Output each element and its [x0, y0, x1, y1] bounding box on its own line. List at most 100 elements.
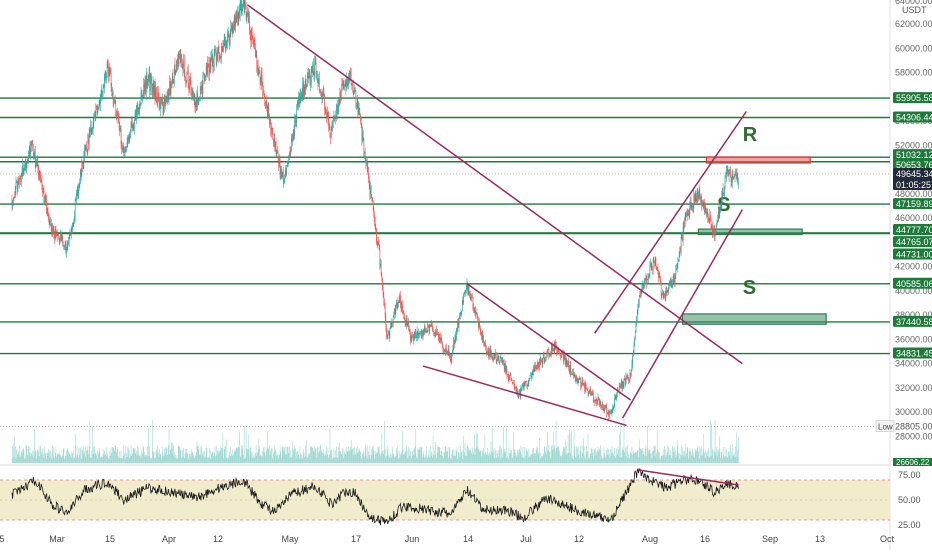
- volume-bar: [200, 446, 202, 463]
- volume-bar: [68, 453, 70, 463]
- candle-body: [295, 120, 297, 123]
- candle-body: [408, 326, 410, 331]
- volume-bar: [182, 456, 184, 463]
- volume-bar: [418, 449, 419, 463]
- volume-bar: [702, 449, 704, 463]
- volume-bar: [229, 447, 231, 463]
- volume-bar: [221, 447, 222, 463]
- candle-body: [172, 75, 174, 84]
- volume-bar: [406, 450, 408, 463]
- candle-body: [589, 391, 590, 393]
- volume-bar: [539, 458, 541, 463]
- volume-bar: [54, 452, 56, 463]
- candle-body: [391, 322, 393, 325]
- candle-body: [130, 123, 132, 132]
- volume-bar: [684, 451, 685, 463]
- candle-body: [166, 101, 167, 103]
- candle-body: [379, 249, 381, 268]
- candle-body: [712, 233, 714, 234]
- candle-body: [485, 346, 487, 353]
- candle-body: [140, 92, 142, 105]
- candle-body: [194, 95, 196, 107]
- candle-body: [246, 15, 248, 18]
- volume-bar: [29, 446, 31, 463]
- candle-body: [688, 210, 689, 216]
- volume-bar: [657, 449, 659, 463]
- candle-body: [341, 83, 343, 86]
- candle-body: [402, 305, 403, 313]
- volume-bar: [146, 454, 147, 463]
- volume-bar: [426, 458, 428, 463]
- volume-bar: [618, 449, 619, 463]
- candle-body: [521, 388, 522, 390]
- candle-body: [31, 140, 33, 145]
- candle-body: [541, 360, 543, 364]
- volume-bar: [444, 446, 446, 463]
- candle-body: [209, 64, 211, 70]
- volume-bar: [632, 454, 633, 463]
- volume-bar: [598, 451, 599, 463]
- volume-bar: [325, 454, 326, 463]
- candle-body: [505, 369, 507, 372]
- volume-bar: [510, 449, 512, 463]
- volume-bar: [19, 457, 21, 463]
- candle-body: [723, 193, 725, 196]
- volume-bar: [501, 457, 503, 463]
- volume-bar: [297, 451, 299, 463]
- candle-body: [471, 297, 472, 298]
- candle-body: [293, 129, 294, 140]
- volume-bar: [35, 451, 37, 463]
- candle-body: [342, 80, 344, 85]
- trendline: [466, 283, 632, 401]
- volume-bar: [587, 451, 588, 463]
- volume-bar: [587, 433, 589, 463]
- candle-body: [728, 175, 729, 176]
- candle-body: [572, 369, 574, 375]
- volume-bar: [432, 457, 433, 463]
- volume-bar: [470, 450, 472, 463]
- volume-bar: [283, 446, 284, 463]
- volume-bar: [376, 452, 377, 463]
- candle-body: [365, 157, 367, 164]
- candle-body: [28, 151, 29, 164]
- candle-body: [189, 78, 191, 84]
- volume-bar: [222, 432, 224, 463]
- candle-body: [686, 213, 688, 216]
- volume-bar: [595, 448, 596, 463]
- candle-body: [383, 295, 385, 302]
- candle-body: [591, 395, 592, 396]
- volume-bar: [448, 457, 449, 463]
- volume-bar: [664, 445, 665, 463]
- candle-body: [51, 227, 53, 232]
- grid-layer: [0, 0, 891, 550]
- volume-bar: [359, 450, 361, 463]
- volume-bar: [498, 450, 500, 463]
- volume-bar: [668, 454, 670, 463]
- volume-bar: [445, 446, 446, 463]
- volume-bar: [714, 451, 715, 463]
- volume-bar: [403, 454, 405, 463]
- candle-body: [662, 292, 664, 295]
- volume-bar: [311, 447, 313, 463]
- volume-bar: [368, 451, 369, 463]
- candle-body: [580, 378, 582, 387]
- volume-bar: [734, 456, 736, 463]
- candle-body: [336, 103, 338, 114]
- volume-bar: [397, 445, 399, 463]
- volume-bar: [291, 457, 292, 463]
- volume-bar: [74, 433, 76, 463]
- candle-body: [344, 84, 346, 86]
- volume-bar: [157, 445, 158, 463]
- candle-body: [534, 365, 536, 371]
- candle-body: [443, 350, 445, 352]
- candle-body: [466, 283, 468, 290]
- volume-bar: [48, 451, 50, 463]
- candle-body: [355, 90, 357, 107]
- candle-body: [557, 349, 558, 353]
- volume-bar: [243, 454, 244, 463]
- candle-body: [486, 352, 488, 354]
- volume-bar: [555, 451, 556, 463]
- candle-body: [561, 351, 562, 358]
